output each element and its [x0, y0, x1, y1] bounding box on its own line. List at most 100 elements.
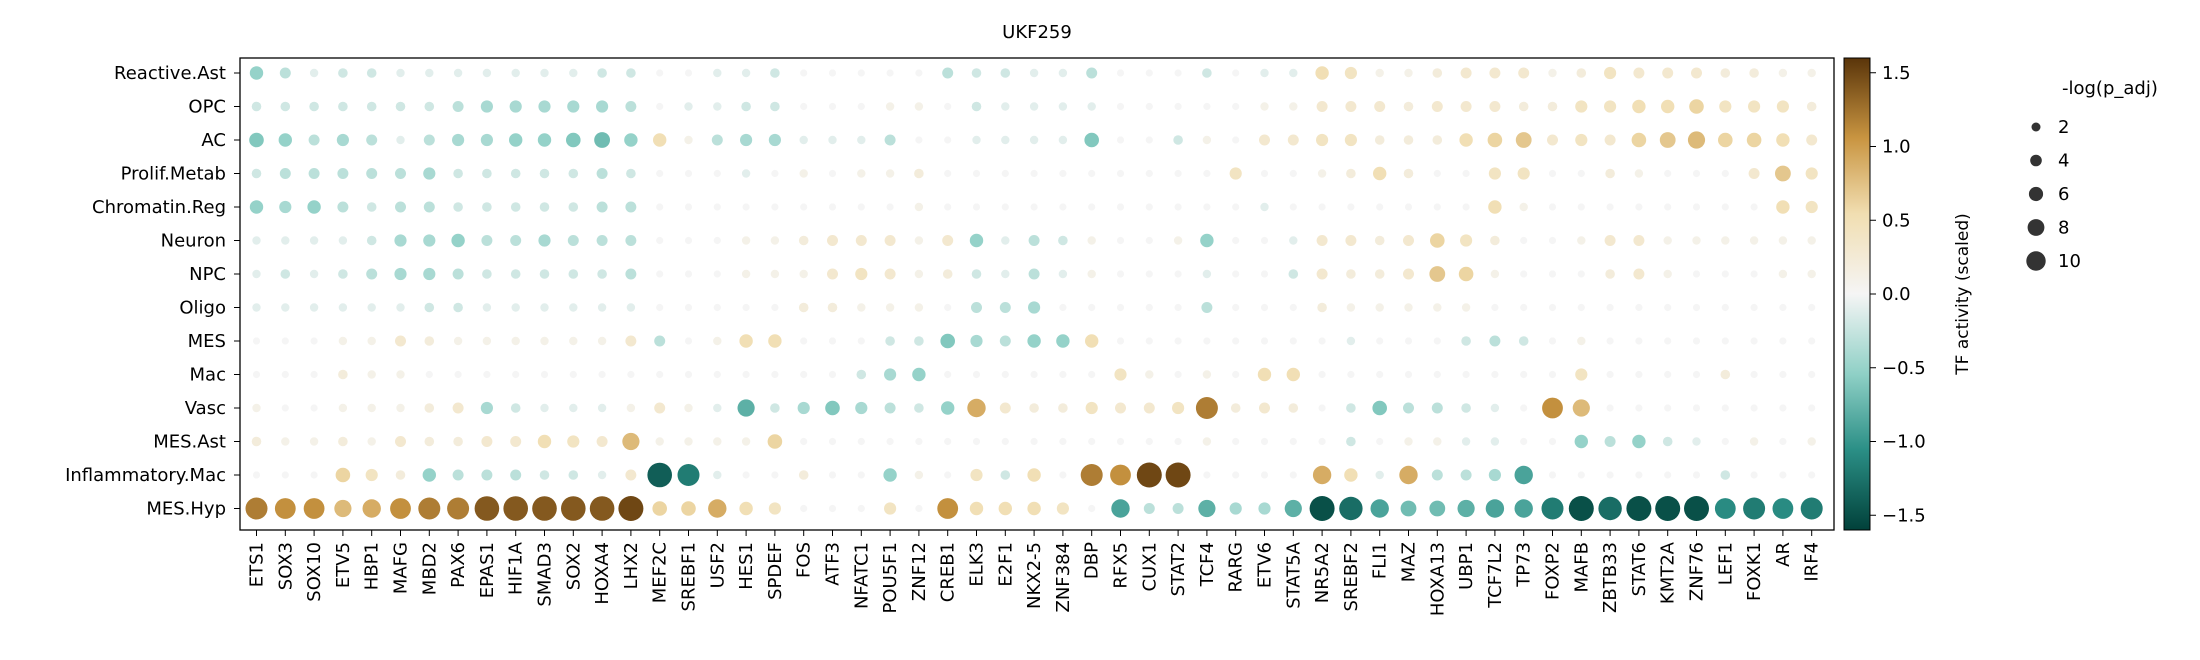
dot-MES.Hyp-TCF7L2: [1485, 499, 1505, 518]
column-label: TP73: [1514, 542, 1535, 588]
dot-NPC-ZNF76: [1692, 270, 1701, 278]
dot-Mac-FOXK1: [1750, 370, 1758, 379]
dot-OPC-FOXP2: [1547, 101, 1558, 112]
dot-Vasc-TCF4: [1195, 397, 1218, 419]
dot-Oligo-ETS1: [252, 303, 261, 312]
dot-MES.Hyp-POU5F1: [884, 502, 897, 515]
dot-Reactive.Ast-ETV5: [338, 68, 348, 78]
dot-Oligo-ELK3: [971, 302, 982, 313]
dot-NPC-POU5F1: [884, 268, 896, 280]
dot-AC-HOXA13: [1432, 135, 1443, 145]
dot-OPC-FOXK1: [1748, 100, 1761, 113]
dot-MES-SREBF1: [684, 337, 693, 345]
dot-AC-MEF2C: [653, 133, 667, 147]
dot-MES.Ast-ETV5: [338, 436, 348, 447]
dot-MES-STAT5A: [1289, 337, 1297, 345]
dot-Neuron-PAX6: [451, 233, 465, 248]
dot-Vasc-NR5A2: [1318, 404, 1326, 412]
dot-Reactive.Ast-SOX2: [569, 68, 578, 78]
dot-MES.Ast-TCF4: [1202, 437, 1212, 446]
size-legend-label: 4: [2058, 151, 2069, 172]
dot-MES.Hyp-SOX2: [561, 496, 586, 521]
row-label: OPC: [188, 97, 226, 118]
dot-NPC-ELK3: [971, 269, 982, 279]
dot-Neuron-STAT5A: [1289, 236, 1298, 245]
dot-Reactive.Ast-SOX3: [279, 67, 291, 79]
dot-MES.Ast-AR: [1779, 437, 1787, 446]
dot-Prolif.Metab-NKX2-5: [1030, 169, 1038, 178]
dot-Mac-DBP: [1088, 370, 1096, 379]
dot-MES.Ast-ETV6: [1260, 437, 1269, 446]
dot-AC-EPAS1: [480, 133, 493, 147]
dot-OPC-FLI1: [1374, 101, 1386, 112]
dot-Inflammatory.Mac-NKX2-5: [1027, 468, 1041, 482]
dot-Chromatin.Reg-ATF3: [828, 203, 837, 211]
dot-NPC-FOS: [799, 269, 808, 279]
dot-Mac-CREB1: [944, 370, 952, 379]
dot-NPC-ZNF12: [914, 269, 924, 279]
dot-NPC-LHX2: [625, 268, 637, 280]
dot-Reactive.Ast-HOXA13: [1432, 68, 1443, 78]
dot-MES.Ast-FOS: [800, 437, 808, 446]
dot-NPC-NKX2-5: [1028, 268, 1040, 280]
dot-Reactive.Ast-STAT5A: [1289, 68, 1298, 78]
dot-Vasc-STAT6: [1635, 404, 1643, 412]
dot-OPC-TP73: [1518, 101, 1529, 112]
dot-Neuron-E2F1: [1001, 236, 1010, 245]
dot-NPC-TP73: [1520, 270, 1528, 278]
dot-OPC-E2F1: [1001, 102, 1010, 111]
dot-MES.Ast-MAFG: [395, 436, 406, 447]
dot-Oligo-MEF2C: [656, 303, 664, 312]
dot-Vasc-ZBTB33: [1606, 404, 1614, 412]
dot-OPC-KMT2A: [1661, 99, 1675, 114]
dot-MES-MBD2: [424, 336, 435, 346]
dot-Reactive.Ast-ETV6: [1260, 68, 1269, 78]
dot-MES.Ast-SOX2: [567, 435, 580, 448]
dot-MES.Hyp-STAT6: [1626, 496, 1652, 521]
dot-Vasc-LHX2: [626, 403, 636, 413]
column-label: ETS1: [247, 542, 268, 587]
dot-Vasc-SMAD3: [540, 403, 549, 413]
dot-MES.Ast-FLI1: [1376, 437, 1384, 446]
dot-Mac-SOX10: [310, 370, 318, 379]
dot-MES.Hyp-SREBF2: [1339, 496, 1363, 521]
dot-Inflammatory.Mac-ZNF12: [914, 470, 924, 480]
dot-AC-MAFG: [396, 135, 405, 145]
dot-AC-SPDEF: [768, 133, 782, 147]
dot-MES-CUX1: [1145, 337, 1153, 345]
dot-OPC-SPDEF: [770, 101, 780, 112]
dot-MES-ETS1: [252, 337, 261, 345]
dot-MES-NFATC1: [857, 337, 865, 345]
dot-Oligo-FLI1: [1375, 303, 1384, 312]
colorbar-tick-label: −0.5: [1882, 358, 1926, 379]
dot-MES-MAFG: [395, 335, 406, 347]
dot-MES.Ast-PAX6: [453, 436, 463, 447]
dot-Mac-AR: [1779, 370, 1787, 379]
dot-MES-POU5F1: [885, 336, 895, 346]
size-legend: -log(p_adj) 2 4 6 8 10: [2026, 78, 2158, 272]
dot-OPC-CREB1: [944, 102, 952, 111]
dot-Chromatin.Reg-CUX1: [1145, 203, 1153, 211]
dot-Neuron-STAT2: [1173, 236, 1183, 245]
dot-MES.Ast-RFX5: [1116, 437, 1125, 446]
dot-Vasc-TP73: [1520, 404, 1528, 412]
dot-MES.Ast-HES1: [741, 437, 751, 446]
dot-Inflammatory.Mac-DBP: [1080, 464, 1103, 486]
dot-MES-SOX3: [281, 337, 289, 345]
dot-MES.Ast-ZNF384: [1059, 437, 1067, 446]
dot-Reactive.Ast-TCF4: [1202, 68, 1212, 78]
size-legend-dot: [2030, 154, 2042, 167]
column-label: NR5A2: [1312, 542, 1333, 603]
dot-Reactive.Ast-FOXP2: [1548, 68, 1557, 78]
dot-Vasc-ELK3: [967, 398, 986, 418]
dot-MES.Ast-NFATC1: [857, 437, 865, 446]
dot-Mac-HOXA13: [1433, 370, 1441, 379]
dot-NPC-FOXP2: [1548, 270, 1557, 278]
dot-Prolif.Metab-TCF7L2: [1488, 167, 1501, 180]
dot-MES.Ast-LHX2: [622, 432, 640, 451]
dot-MES.Hyp-DBP: [1088, 504, 1096, 513]
dot-MES.Ast-ZNF12: [915, 437, 923, 446]
row-label: MES.Hyp: [146, 499, 226, 520]
dot-Prolif.Metab-MBD2: [423, 167, 436, 180]
colorbar-gradient: [1843, 57, 1871, 531]
